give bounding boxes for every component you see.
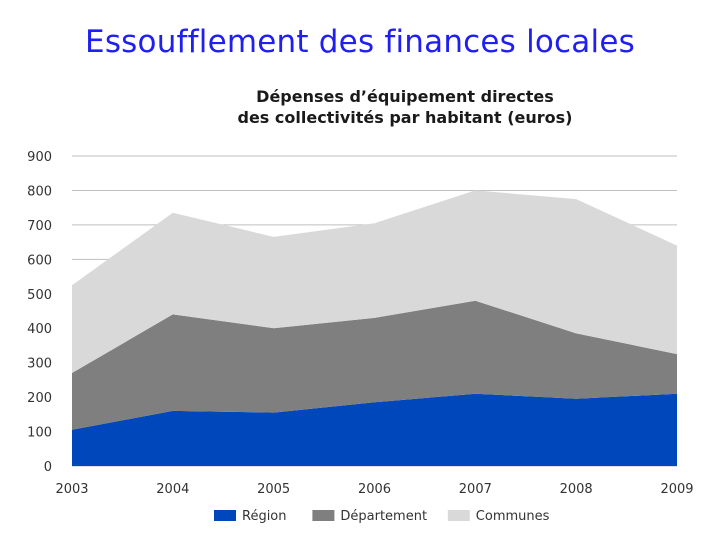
legend-label: Communes (476, 509, 550, 524)
legend-swatch (312, 510, 335, 521)
x-tick-label: 2005 (257, 482, 290, 497)
chart-title-line-1: Dépenses d’équipement directes (256, 87, 554, 106)
y-tick-label: 800 (27, 184, 52, 199)
y-tick-label: 700 (27, 219, 52, 234)
y-tick-label: 600 (27, 253, 52, 268)
y-tick-label: 300 (27, 357, 52, 372)
legend-label: Département (340, 509, 427, 524)
legend-swatch (214, 510, 236, 521)
chart-title-line-2: des collectivités par habitant (euros) (237, 108, 573, 127)
y-tick-label: 400 (27, 322, 52, 337)
area-departement (72, 300, 677, 430)
area-communes (72, 190, 677, 373)
x-tick-label: 2009 (660, 482, 693, 497)
y-tick-label: 0 (44, 460, 52, 475)
x-tick-label: 2008 (560, 482, 593, 497)
y-tick-label: 900 (27, 150, 52, 165)
slide-title: Essoufflement des finances locales (85, 24, 635, 60)
area-region (72, 393, 677, 466)
x-tick-label: 2006 (358, 482, 391, 497)
y-tick-label: 100 (27, 426, 52, 441)
y-tick-label: 200 (27, 391, 52, 406)
x-tick-label: 2007 (459, 482, 492, 497)
legend-label: Région (242, 509, 287, 524)
x-tick-label: 2004 (156, 482, 189, 497)
y-tick-label: 500 (27, 288, 52, 303)
chart-title: Dépenses d’équipement directes des colle… (150, 86, 660, 128)
legend-swatch (447, 510, 470, 521)
x-tick-label: 2003 (55, 482, 88, 497)
